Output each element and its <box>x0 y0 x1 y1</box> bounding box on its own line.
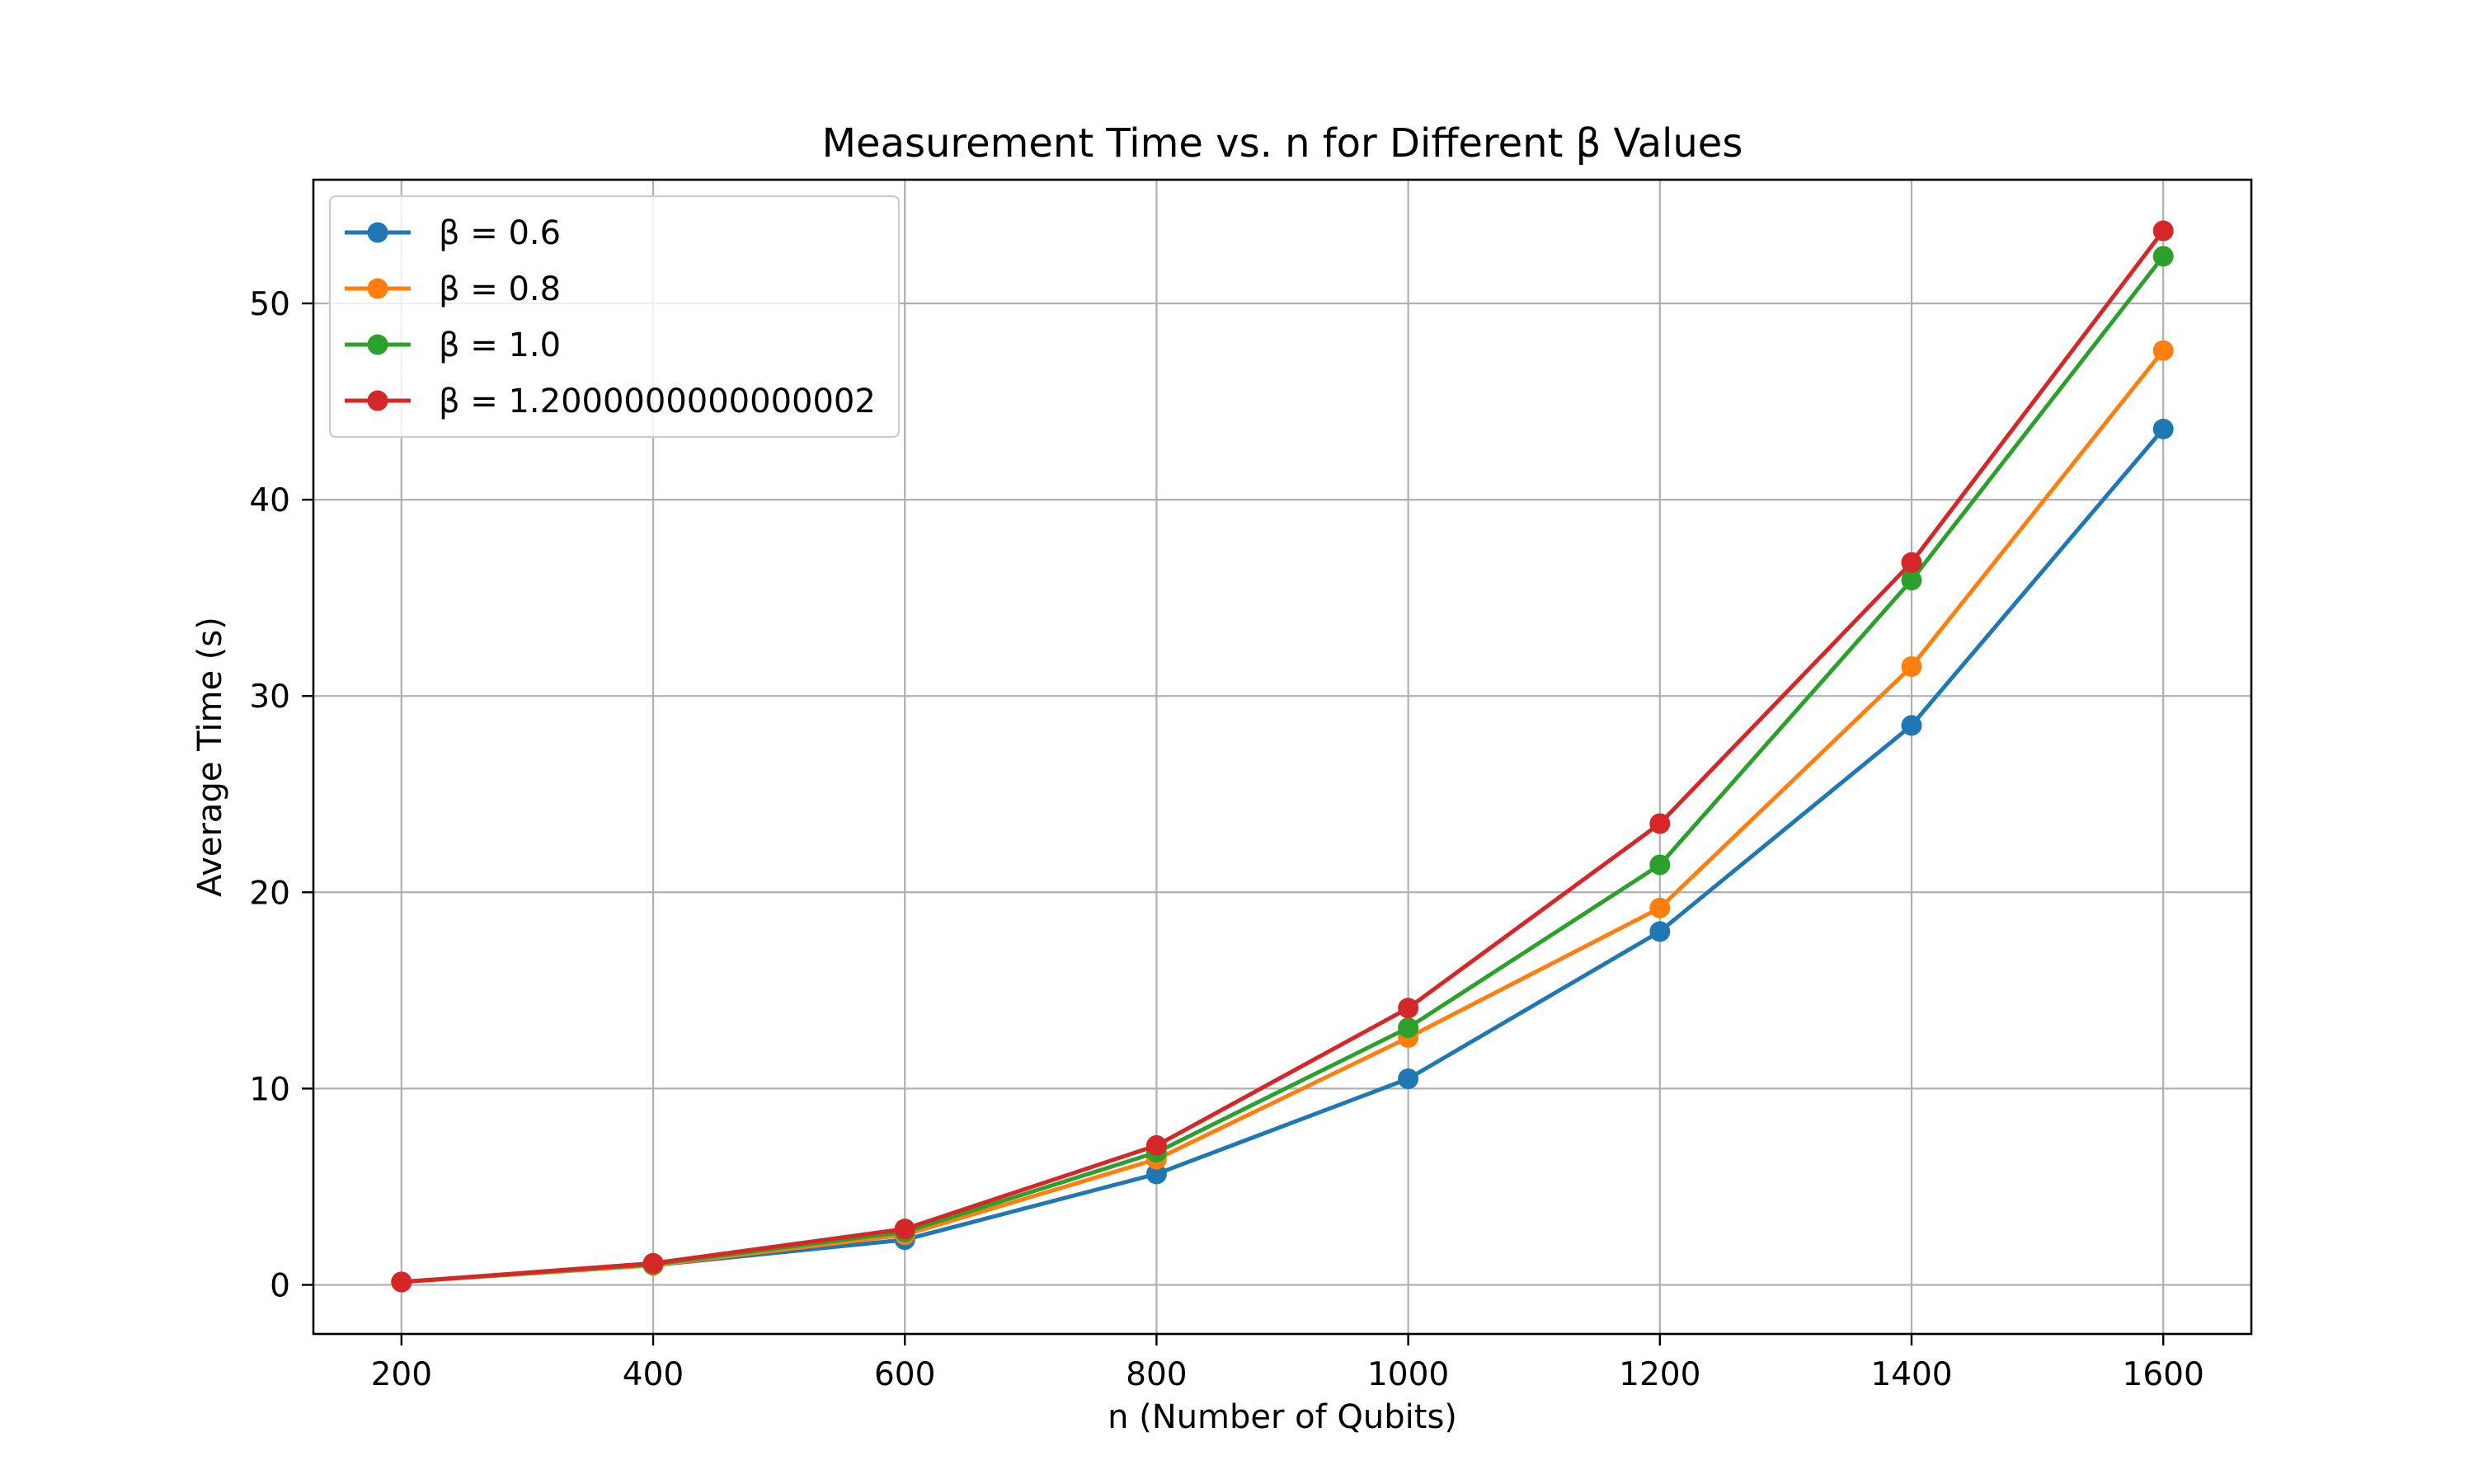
legend-label: β = 0.6 <box>439 214 561 252</box>
data-point <box>2152 220 2174 242</box>
y-tick-label: 40 <box>249 482 290 519</box>
y-tick-label: 50 <box>249 286 290 323</box>
x-tick-label: 200 <box>371 1356 432 1393</box>
y-tick-label: 30 <box>249 679 290 716</box>
x-tick-label: 1200 <box>1619 1356 1700 1393</box>
data-point <box>1398 1068 1419 1089</box>
data-point <box>1649 813 1671 834</box>
y-tick-label: 20 <box>249 875 290 912</box>
y-tick-label: 10 <box>249 1071 290 1108</box>
y-axis-label: Average Time (s) <box>191 617 229 897</box>
y-tick-label: 0 <box>270 1267 290 1304</box>
legend-item: β = 1.0 <box>345 326 561 364</box>
data-point <box>1398 998 1419 1019</box>
x-tick-label: 800 <box>1126 1356 1187 1393</box>
x-tick-label: 400 <box>623 1356 684 1393</box>
legend-box <box>328 195 901 439</box>
data-point <box>1901 570 1922 591</box>
data-point <box>2152 340 2174 361</box>
data-point <box>2152 418 2174 439</box>
series-3 <box>391 220 2174 1293</box>
data-point <box>1649 854 1671 876</box>
x-axis-label: n (Number of Qubits) <box>1108 1398 1457 1436</box>
series-0 <box>391 418 2174 1293</box>
legend-item: β = 0.8 <box>345 270 561 308</box>
data-point <box>1901 715 1922 736</box>
legend-marker <box>367 390 388 411</box>
legend-item: β = 0.6 <box>345 214 561 252</box>
legend-label: β = 1.2000000000000002 <box>439 383 876 420</box>
x-tick-label: 1000 <box>1367 1356 1449 1393</box>
data-point <box>1649 897 1671 918</box>
data-point <box>1398 1017 1419 1039</box>
x-tick-label: 1600 <box>2123 1356 2204 1393</box>
legend: β = 0.6 β = 0.8 β = 1.0 β = 1.2000000000000… <box>328 195 901 439</box>
data-point <box>391 1271 412 1293</box>
axis-ticks: 200 400 600 800 1000 1200 1400 1600 0 10 20 30 40 50 <box>249 286 2204 1393</box>
legend-marker <box>367 334 388 355</box>
series-1 <box>391 340 2174 1293</box>
legend-label: β = 1.0 <box>439 326 561 364</box>
legend-label: β = 0.8 <box>439 270 561 308</box>
data-point <box>1649 921 1671 942</box>
plot-frame <box>312 178 2253 1336</box>
series-line <box>401 229 2166 1284</box>
data-point <box>894 1219 915 1240</box>
x-tick-label: 1400 <box>1870 1356 1952 1393</box>
data-point <box>2152 246 2174 267</box>
chart-title: Measurement Time vs. n for Different β V… <box>822 120 1743 167</box>
data-point <box>1145 1134 1167 1156</box>
data-point <box>1145 1163 1167 1185</box>
data-point <box>1901 655 1922 677</box>
grid <box>313 180 2251 1334</box>
legend-marker <box>367 222 388 243</box>
series-layer <box>391 220 2174 1293</box>
data-point <box>1901 552 1922 573</box>
legend-marker <box>367 278 388 299</box>
series-line <box>401 427 2166 1284</box>
series-line <box>401 349 2166 1284</box>
data-point <box>642 1252 664 1274</box>
x-tick-label: 600 <box>874 1356 935 1393</box>
legend-item: β = 1.2000000000000002 <box>345 383 876 420</box>
